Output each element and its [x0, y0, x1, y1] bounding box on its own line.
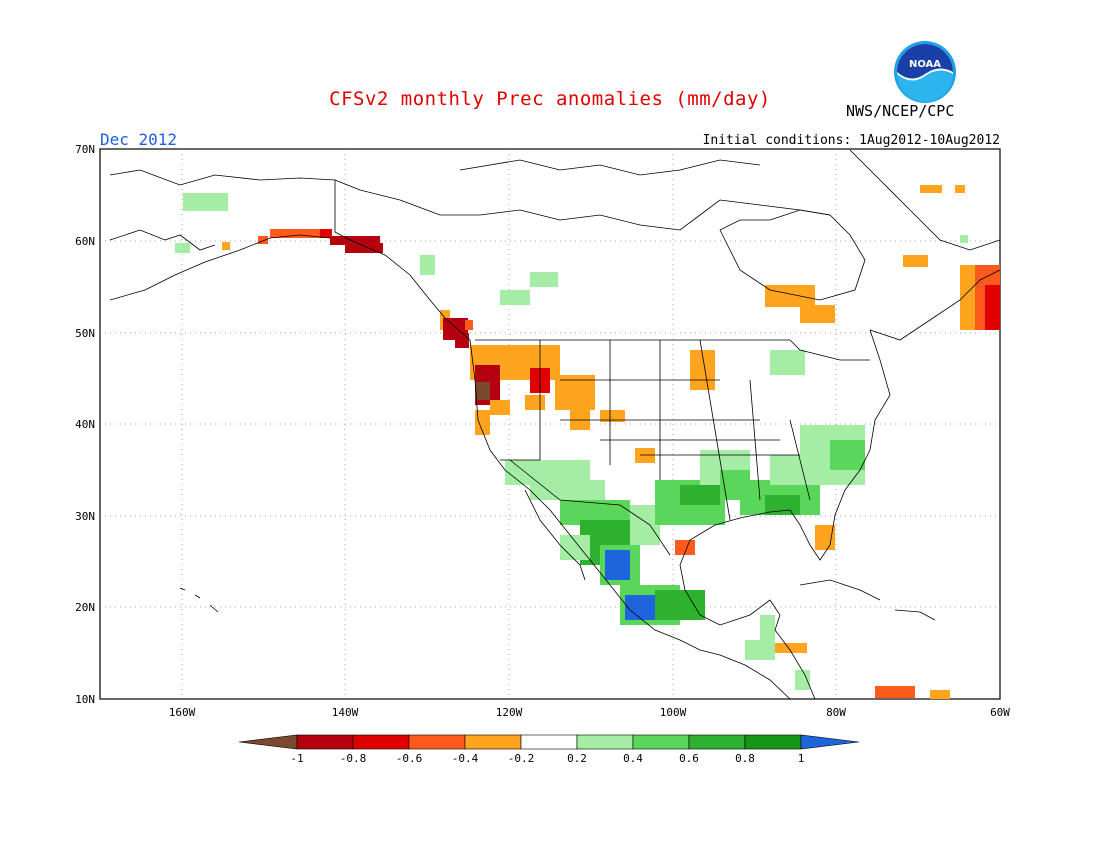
cbar-segment: [352, 734, 410, 750]
cbar-segment: [744, 734, 802, 750]
lon-label-60w: 60W: [990, 706, 1010, 719]
cbar-label-1: -0.8: [339, 752, 367, 765]
agency-label: NWS/NCEP/CPC: [846, 102, 955, 120]
cbar-segment: [688, 734, 746, 750]
cbar-right-arrow: [800, 734, 860, 750]
forecast-month: Dec 2012: [100, 130, 178, 149]
cbar-label-7: 0.6: [679, 752, 699, 765]
lon-label-140w: 140W: [331, 706, 359, 719]
chart-title: CFSv2 monthly Prec anomalies (mm/day): [329, 88, 771, 110]
cbar-label-0: -1: [290, 752, 304, 765]
cbar-label-2: -0.6: [395, 752, 423, 765]
cbar-segment: [520, 734, 578, 750]
lon-label-100w: 100W: [659, 706, 687, 719]
lon-label-160w: 160W: [168, 706, 196, 719]
initial-conditions: Initial conditions: 1Aug2012-10Aug2012: [702, 133, 1000, 148]
logo-text: NOAA: [909, 59, 941, 70]
cbar-label-8: 0.8: [735, 752, 755, 765]
cbar-segment: [576, 734, 634, 750]
cbar-label-3: -0.4: [451, 752, 479, 765]
lat-label-60: 60N: [75, 235, 95, 248]
lat-label-10: 10N: [75, 693, 95, 706]
lat-label-50: 50N: [75, 327, 95, 340]
cbar-segment: [296, 734, 354, 750]
borders: [475, 339, 870, 556]
cbar-left-arrow: [238, 734, 298, 750]
coastlines: [109, 149, 1001, 700]
cbar-label-4: -0.2: [507, 752, 535, 765]
lat-label-30: 30N: [75, 510, 95, 523]
lat-label-70: 70N: [75, 143, 95, 156]
cbar-label-6: 0.4: [623, 752, 643, 765]
lat-label-20: 20N: [75, 601, 95, 614]
cbar-segment: [632, 734, 690, 750]
noaa-logo: NOAA: [894, 41, 956, 103]
cbar-label-9: 1: [797, 752, 805, 765]
gridlines: [100, 149, 1000, 699]
cbar-segment: [464, 734, 522, 750]
anomaly-patches: [175, 185, 1000, 699]
cbar-label-5: 0.2: [567, 752, 587, 765]
lat-label-40: 40N: [75, 418, 95, 431]
lon-label-120w: 120W: [495, 706, 523, 719]
lon-label-80w: 80W: [826, 706, 846, 719]
cbar-segment: [408, 734, 466, 750]
